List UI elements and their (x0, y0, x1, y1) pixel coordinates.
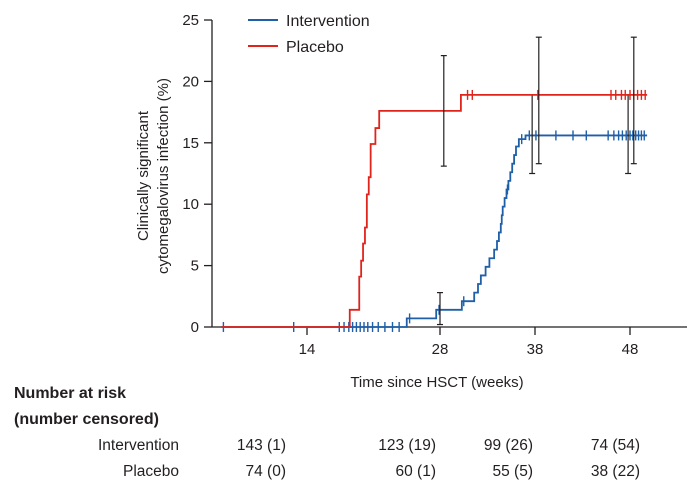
risk-row-name-intervention: Intervention (98, 437, 179, 454)
y-axis-title-line2: cytomegalovirus infection (%) (155, 78, 172, 274)
y-tick-label: 25 (182, 12, 199, 29)
risk-table-title-line2: (number censored) (14, 411, 159, 428)
risk-value: 143 (1) (236, 437, 286, 454)
curve-placebo (221, 94, 648, 328)
x-tick-label: 14 (299, 341, 316, 358)
risk-value: 74 (0) (245, 463, 287, 480)
risk-value: 74 (54) (590, 437, 640, 454)
x-tick-label: 48 (622, 341, 639, 358)
y-tick-label: 0 (191, 319, 199, 336)
risk-row-name-placebo: Placebo (122, 463, 179, 480)
x-axis-title: Time since HSCT (weeks) (350, 374, 523, 391)
risk-table-title-line1: Number at risk (14, 385, 127, 402)
y-tick-label: 20 (182, 73, 199, 90)
risk-value: 123 (19) (378, 437, 436, 454)
y-tick-label: 5 (191, 258, 199, 275)
y-axis-title-line1: Clinically significant (135, 110, 152, 241)
risk-value: 60 (1) (395, 463, 437, 480)
axes: 0 5 10 15 20 25 14 28 38 48 (182, 12, 687, 358)
x-tick-label: 28 (432, 341, 449, 358)
y-tick-label: 10 (182, 196, 199, 213)
legend: Intervention Placebo (248, 13, 370, 56)
curve-intervention (221, 134, 648, 328)
legend-label-intervention: Intervention (286, 13, 370, 30)
risk-value: 38 (22) (590, 463, 640, 480)
y-tick-label: 15 (182, 135, 199, 152)
series-layer (221, 36, 648, 332)
risk-value: 99 (26) (483, 437, 533, 454)
risk-value: 55 (5) (492, 463, 534, 480)
x-tick-label: 38 (527, 341, 544, 358)
legend-label-placebo: Placebo (286, 39, 344, 56)
